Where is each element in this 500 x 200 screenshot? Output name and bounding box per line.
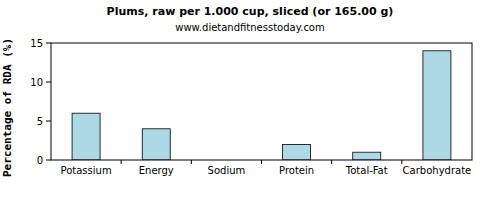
y-tick-label: 5 [37,116,43,127]
x-tick-label: Potassium [61,165,112,176]
y-tick [46,121,51,122]
subtitle: www.dietandfitnesstoday.com [175,22,324,33]
x-separator [331,160,332,164]
bars [72,51,451,160]
bar [142,129,170,160]
x-tick-label: Total-Fat [345,165,388,176]
title: Plums, raw per 1.000 cup, sliced (or 165… [107,5,394,18]
x-tick-label: Protein [279,165,314,176]
y-tick-label: 0 [37,155,43,166]
y-tick-label: 10 [30,77,43,88]
y-axis-label: Percentage of RDA (%) [1,38,14,177]
bar [353,152,381,160]
x-tick-label: Energy [139,165,174,176]
bar [423,51,451,160]
x-separator [121,160,122,164]
x-separator [191,160,192,164]
plot-frame [51,43,472,160]
y-tick [46,82,51,83]
y-tick [46,43,51,44]
y-tick-label: 15 [30,38,43,49]
x-tick-label: Carbohydrate [403,165,472,176]
y-tick [46,160,51,161]
bar [283,144,311,160]
x-separator [261,160,262,164]
x-tick-label: Sodium [208,165,246,176]
bar [72,113,100,160]
x-separator [401,160,402,164]
chart: Plums, raw per 1.000 cup, sliced (or 165… [0,0,500,200]
